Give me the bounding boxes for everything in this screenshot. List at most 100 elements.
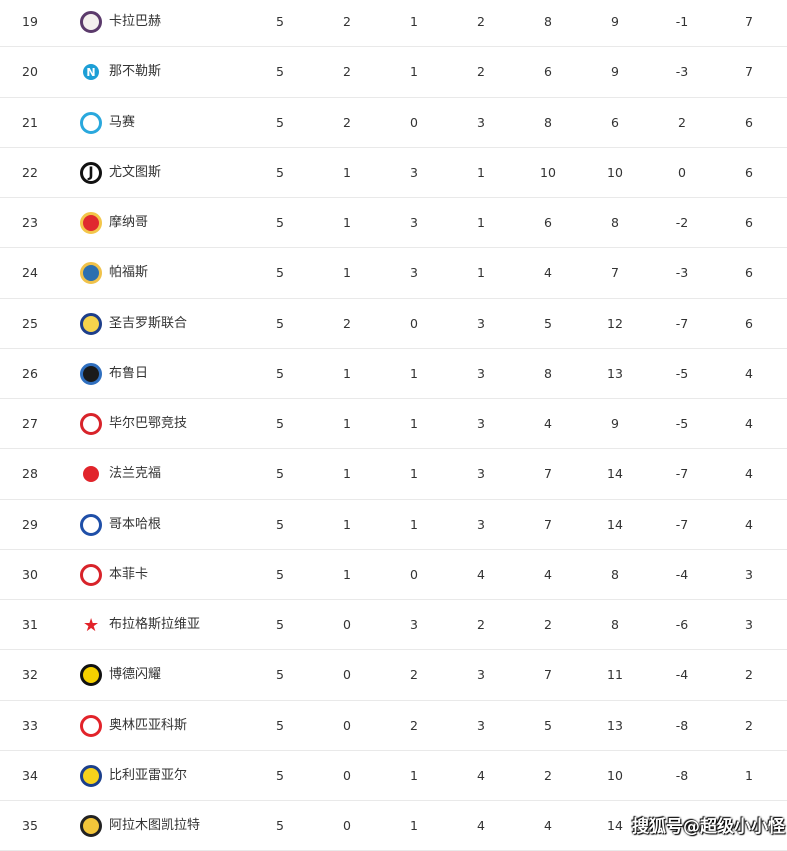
team-name[interactable]: 马赛 — [109, 114, 136, 130]
rank: 28 — [22, 466, 38, 482]
table-row[interactable]: 25 圣吉罗斯联合 5 2 0 3 5 12 -7 6 — [0, 299, 787, 349]
table-row[interactable]: 21 马赛 5 2 0 3 8 6 2 6 — [0, 98, 787, 148]
pts-value: 7 — [745, 64, 753, 80]
table-row[interactable]: 29 哥本哈根 5 1 1 3 7 14 -7 4 — [0, 500, 787, 550]
p-value: 5 — [276, 416, 284, 431]
p-value: 5 — [276, 315, 284, 331]
rank: 22 — [22, 164, 38, 180]
team-name[interactable]: 布鲁日 — [109, 365, 149, 381]
table-row[interactable]: 27 毕尔巴鄂竞技 5 1 1 3 4 9 -5 4 — [0, 399, 787, 450]
p-value: 5 — [276, 265, 284, 281]
team-name[interactable]: 那不勒斯 — [109, 64, 162, 80]
p-value: 5 — [276, 466, 284, 482]
p-value: 5 — [276, 667, 284, 683]
gd-value: -8 — [675, 767, 689, 783]
l-value: 3 — [477, 416, 485, 431]
w-value: 1 — [343, 416, 351, 431]
qarabag-crest-icon — [80, 11, 102, 33]
pts-value: 6 — [745, 164, 753, 180]
team-name[interactable]: 博德闪耀 — [109, 667, 162, 683]
table-row[interactable]: 31 ★ 布拉格斯拉维亚 5 0 3 2 2 8 -6 3 — [0, 600, 787, 651]
d-value: 3 — [410, 215, 418, 230]
table-row[interactable]: 20 N 那不勒斯 5 2 1 2 6 9 -3 7 — [0, 47, 787, 98]
w-value: 1 — [343, 365, 351, 381]
juventus-crest-icon: J — [80, 161, 102, 184]
team-name[interactable]: 摩纳哥 — [109, 215, 149, 230]
team-name[interactable]: 奥林匹亚科斯 — [109, 717, 188, 733]
watermark: 搜狐号@超级小小怪 — [632, 817, 785, 837]
w-value: 2 — [343, 64, 351, 80]
club-brugge-crest-icon — [80, 362, 102, 385]
team-name[interactable]: 布拉格斯拉维亚 — [109, 617, 201, 632]
table-row[interactable]: 33 奥林匹亚科斯 5 0 2 3 5 13 -8 2 — [0, 701, 787, 751]
athletic-bilbao-crest-icon — [80, 413, 102, 435]
team-name[interactable]: 哥本哈根 — [109, 516, 162, 532]
gf-value: 8 — [544, 365, 552, 381]
gd-value: -6 — [675, 617, 689, 632]
d-value: 1 — [410, 767, 418, 783]
kairat-crest-icon — [80, 815, 102, 837]
gd-value: -1 — [675, 14, 689, 29]
pts-value: 1 — [745, 767, 753, 783]
team-name[interactable]: 卡拉巴赫 — [109, 14, 162, 29]
d-value: 0 — [410, 315, 418, 331]
pts-value: 6 — [745, 265, 753, 281]
gd-value: -7 — [675, 516, 689, 532]
pts-value: 2 — [745, 717, 753, 733]
gf-value: 6 — [544, 64, 552, 80]
table-row[interactable]: 34 比利亚雷亚尔 5 0 1 4 2 10 -8 1 — [0, 751, 787, 801]
pts-value: 3 — [745, 566, 753, 582]
w-value: 1 — [343, 466, 351, 482]
l-value: 4 — [477, 767, 485, 783]
l-value: 4 — [477, 818, 485, 833]
table-row[interactable]: 32 博德闪耀 5 0 2 3 7 11 -4 2 — [0, 650, 787, 701]
team-name[interactable]: 尤文图斯 — [109, 164, 162, 180]
team-name[interactable]: 比利亚雷亚尔 — [109, 767, 188, 783]
table-row[interactable]: 19 卡拉巴赫 5 2 1 2 8 9 -1 7 — [0, 0, 787, 48]
gf-value: 7 — [544, 466, 552, 482]
l-value: 3 — [477, 516, 485, 532]
pts-value: 6 — [745, 114, 753, 130]
w-value: 0 — [343, 717, 351, 733]
table-row[interactable]: 23 摩纳哥 5 1 3 1 6 8 -2 6 — [0, 198, 787, 249]
w-value: 0 — [343, 818, 351, 833]
pts-value: 7 — [745, 14, 753, 29]
olympiacos-crest-icon — [80, 714, 102, 737]
ga-value: 13 — [607, 365, 623, 381]
table-row[interactable]: 24 帕福斯 5 1 3 1 4 7 -3 6 — [0, 248, 787, 299]
table-row[interactable]: 26 布鲁日 5 1 1 3 8 13 -5 4 — [0, 349, 787, 399]
p-value: 5 — [276, 114, 284, 130]
rank: 31 — [22, 617, 38, 632]
d-value: 1 — [410, 818, 418, 833]
benfica-crest-icon — [80, 563, 102, 586]
d-value: 3 — [410, 265, 418, 281]
table-row[interactable]: 28 法兰克福 5 1 1 3 7 14 -7 4 — [0, 449, 787, 500]
w-value: 1 — [343, 215, 351, 230]
table-row[interactable]: 30 本菲卡 5 1 0 4 4 8 -4 3 — [0, 550, 787, 600]
team-name[interactable]: 毕尔巴鄂竞技 — [109, 416, 188, 431]
gd-value: -5 — [675, 365, 689, 381]
l-value: 1 — [477, 164, 485, 180]
team-name[interactable]: 圣吉罗斯联合 — [109, 315, 188, 331]
team-name[interactable]: 本菲卡 — [109, 566, 149, 582]
p-value: 5 — [276, 617, 284, 632]
ga-value: 9 — [611, 416, 619, 431]
team-name[interactable]: 阿拉木图凯拉特 — [109, 818, 201, 833]
team-name[interactable]: 法兰克福 — [109, 466, 162, 482]
ga-value: 10 — [607, 767, 623, 783]
w-value: 2 — [343, 14, 351, 29]
p-value: 5 — [276, 717, 284, 733]
team-name[interactable]: 帕福斯 — [109, 265, 149, 281]
gf-value: 7 — [544, 516, 552, 532]
table-row[interactable]: 22 J 尤文图斯 5 1 3 1 10 10 0 6 — [0, 148, 787, 198]
w-value: 0 — [343, 667, 351, 683]
gf-value: 8 — [544, 114, 552, 130]
w-value: 2 — [343, 315, 351, 331]
rank: 19 — [22, 14, 38, 29]
bodo-glimt-crest-icon — [80, 664, 102, 687]
p-value: 5 — [276, 365, 284, 381]
d-value: 1 — [410, 365, 418, 381]
l-value: 3 — [477, 667, 485, 683]
slavia-star-icon: ★ — [82, 614, 100, 636]
marseille-crest-icon — [80, 111, 102, 134]
